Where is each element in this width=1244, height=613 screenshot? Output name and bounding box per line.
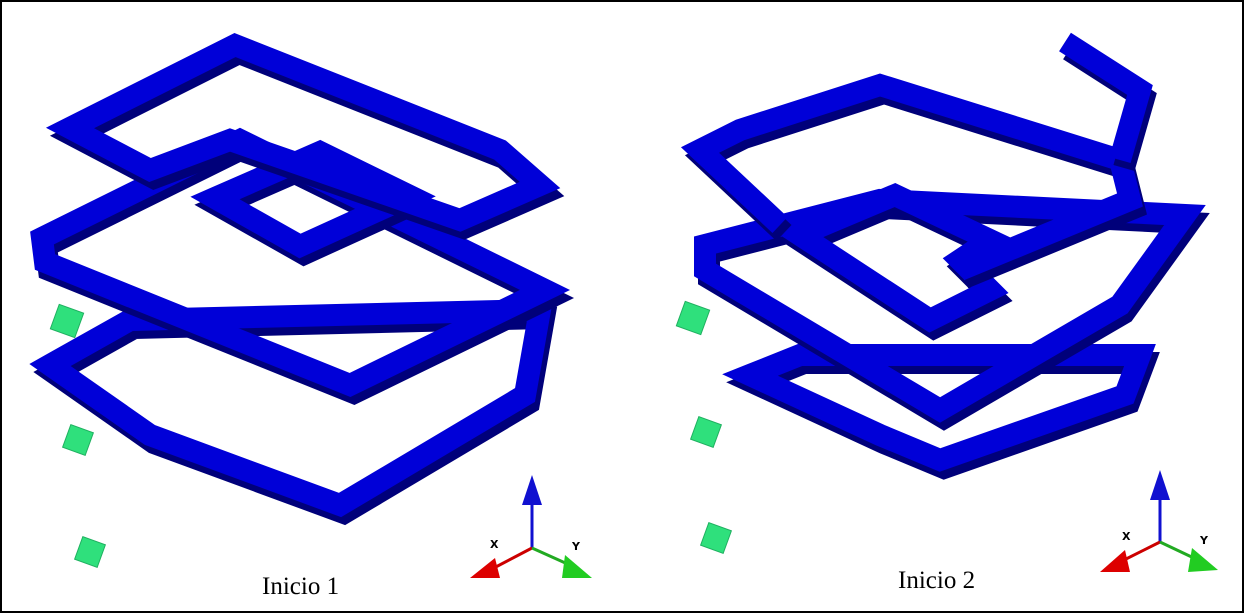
frame: [1, 1, 1243, 612]
figure: X Y Inicio 1 X Y: [0, 0, 1244, 613]
caption: Inicio 2: [898, 567, 975, 594]
y-axis-label: Y: [1199, 534, 1209, 547]
x-axis-label: X: [490, 538, 499, 551]
y-axis-label: Y: [571, 540, 581, 553]
x-axis-label: X: [1122, 530, 1131, 543]
caption: Inicio 1: [262, 573, 339, 600]
